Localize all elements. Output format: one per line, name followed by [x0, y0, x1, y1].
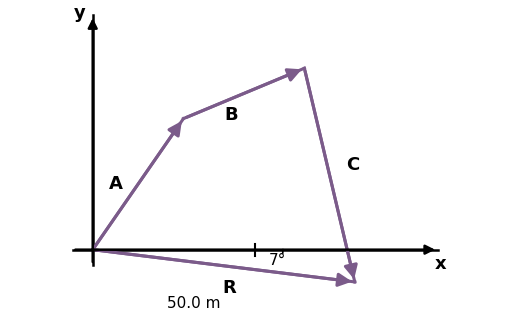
Text: 50.0 m: 50.0 m: [167, 296, 220, 311]
Text: C: C: [346, 156, 359, 174]
Text: B: B: [225, 106, 238, 124]
Text: 7°: 7°: [269, 253, 287, 268]
Text: y: y: [74, 4, 86, 22]
Text: x: x: [435, 255, 446, 273]
Text: R: R: [222, 279, 235, 297]
Text: A: A: [108, 175, 122, 193]
